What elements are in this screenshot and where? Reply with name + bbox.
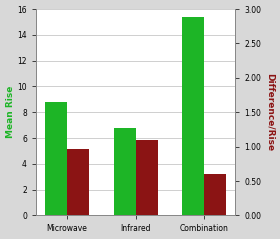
- Bar: [45, 102, 67, 215]
- Bar: [182, 17, 204, 215]
- Bar: [67, 149, 89, 215]
- Y-axis label: Mean Rise: Mean Rise: [6, 86, 15, 138]
- Bar: [204, 174, 226, 215]
- Bar: [136, 141, 158, 215]
- Y-axis label: Difference/Rise: Difference/Rise: [265, 73, 274, 151]
- Bar: [114, 128, 136, 215]
